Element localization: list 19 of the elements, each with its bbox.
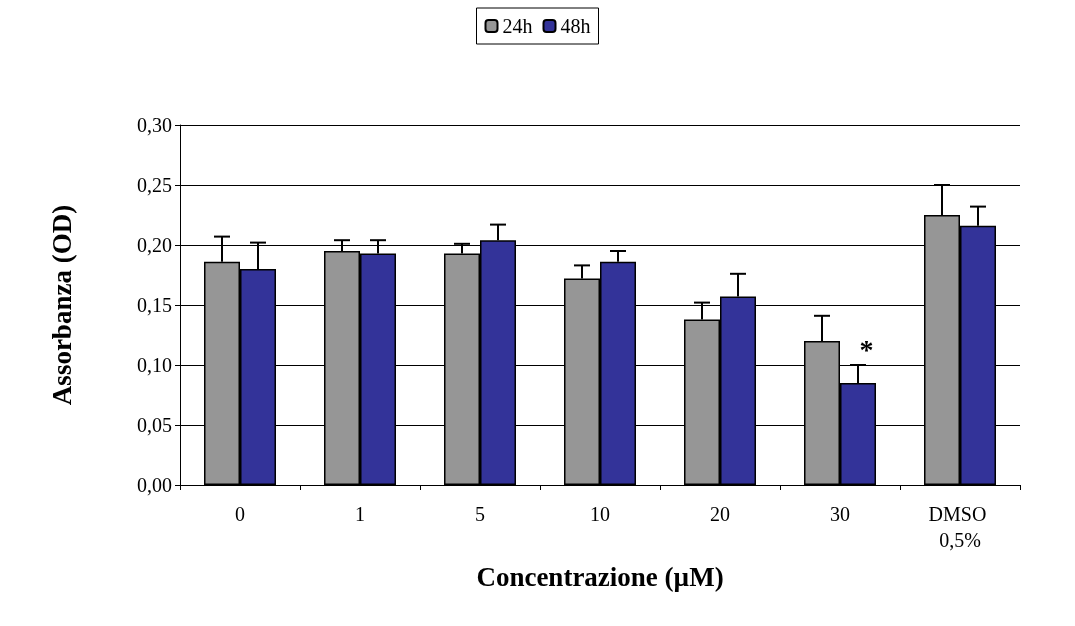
y-tick-label: 0,10	[137, 354, 172, 376]
x-tick-label: 0	[235, 503, 245, 525]
y-tick-label: 0,15	[137, 294, 172, 316]
x-tick-label: 10	[590, 503, 610, 525]
x-tick-label: 30	[830, 503, 850, 525]
x-tick-label: 5	[475, 503, 485, 525]
x-tick-label: 20	[710, 503, 730, 525]
y-tick-label: 0,00	[137, 474, 172, 496]
annotation: *	[859, 333, 874, 365]
x-axis-title: Concentrazione (µM)	[476, 561, 724, 592]
y-tick-label: 0,20	[137, 234, 172, 256]
y-tick-label: 0,25	[137, 174, 172, 196]
x-tick-label: DMSO 0,5%	[928, 503, 992, 551]
legend-label: 48h	[560, 15, 591, 37]
y-tick-label: 0,05	[137, 414, 172, 436]
y-tick-label: 0,30	[137, 114, 172, 136]
legend-label: 24h	[502, 15, 533, 37]
x-tick-label: 1	[355, 503, 365, 525]
y-axis-title: Assorbanza (OD)	[46, 204, 77, 406]
